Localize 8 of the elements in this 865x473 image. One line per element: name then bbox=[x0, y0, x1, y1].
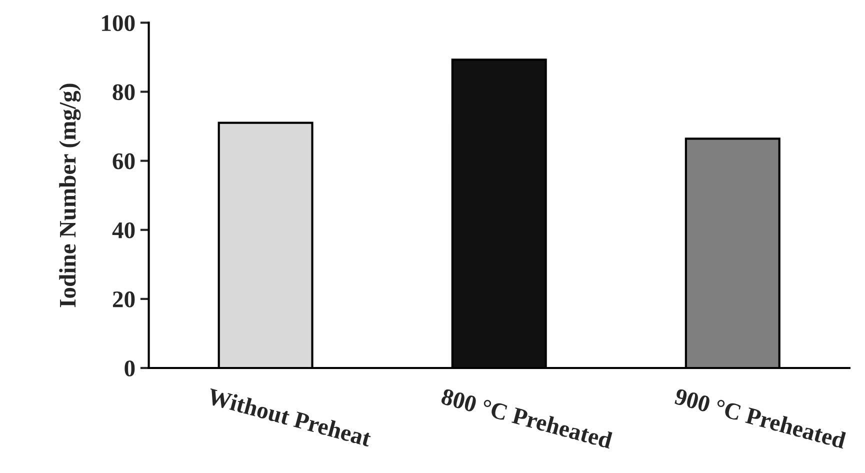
y-tick-label: 40 bbox=[112, 222, 135, 238]
y-tick-label: 80 bbox=[112, 84, 135, 100]
y-tick-label: 60 bbox=[112, 153, 135, 170]
y-tick-label: 20 bbox=[112, 291, 135, 308]
y-tick-label: 0 bbox=[124, 360, 135, 376]
x-tick-label: Without Preheat bbox=[206, 388, 372, 447]
y-axis-title: Iodine Number (mg/g) bbox=[59, 84, 81, 308]
y-tick-label: 100 bbox=[102, 15, 135, 32]
